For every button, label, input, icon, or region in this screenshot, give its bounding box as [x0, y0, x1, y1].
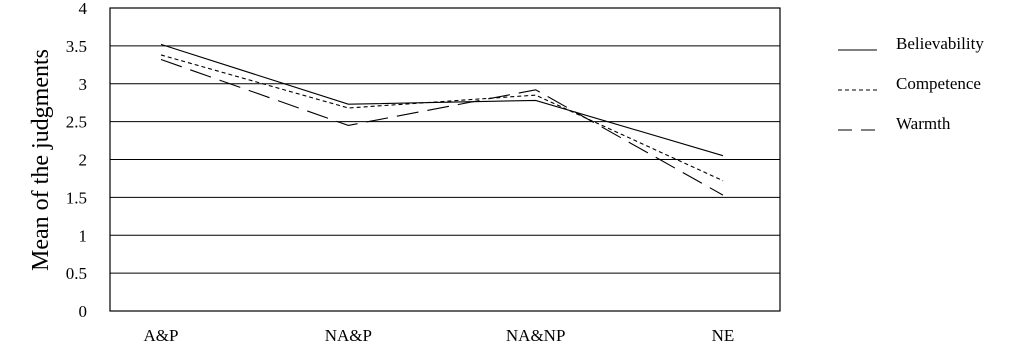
gridlines: [110, 45, 780, 274]
y-tick-label: 0.5: [66, 264, 87, 283]
x-tick-labels: A&P NA&P NA&NP NE: [144, 326, 735, 345]
legend-label-believability: Believability: [896, 34, 984, 53]
series-line-competence: [160, 54, 724, 182]
x-tick-label: NE: [712, 326, 735, 345]
x-tick-label: NA&P: [325, 326, 372, 345]
plot-area-frame: [109, 7, 781, 312]
series-lines: [160, 43, 724, 196]
x-tick-label: NA&NP: [506, 326, 566, 345]
y-tick-label: 3: [79, 75, 88, 94]
y-axis-label: Mean of the judgments: [28, 49, 54, 271]
y-tick-labels: 0 0.5 1 1.5 2 2.5 3 3.5 4: [66, 0, 88, 321]
legend-label-competence: Competence: [896, 74, 981, 93]
legend: Believability Competence Warmth: [838, 34, 984, 133]
series-line-warmth: [160, 58, 724, 196]
y-tick-label: 4: [79, 0, 88, 18]
y-tick-label: 0: [79, 302, 88, 321]
y-tick-label: 2.5: [66, 113, 87, 132]
y-tick-label: 1: [79, 226, 88, 245]
y-tick-label: 3.5: [66, 37, 87, 56]
y-tick-label: 2: [79, 151, 88, 170]
x-tick-label: A&P: [144, 326, 179, 345]
legend-label-warmth: Warmth: [896, 114, 951, 133]
series-line-believability: [160, 43, 724, 157]
y-tick-label: 1.5: [66, 188, 87, 207]
